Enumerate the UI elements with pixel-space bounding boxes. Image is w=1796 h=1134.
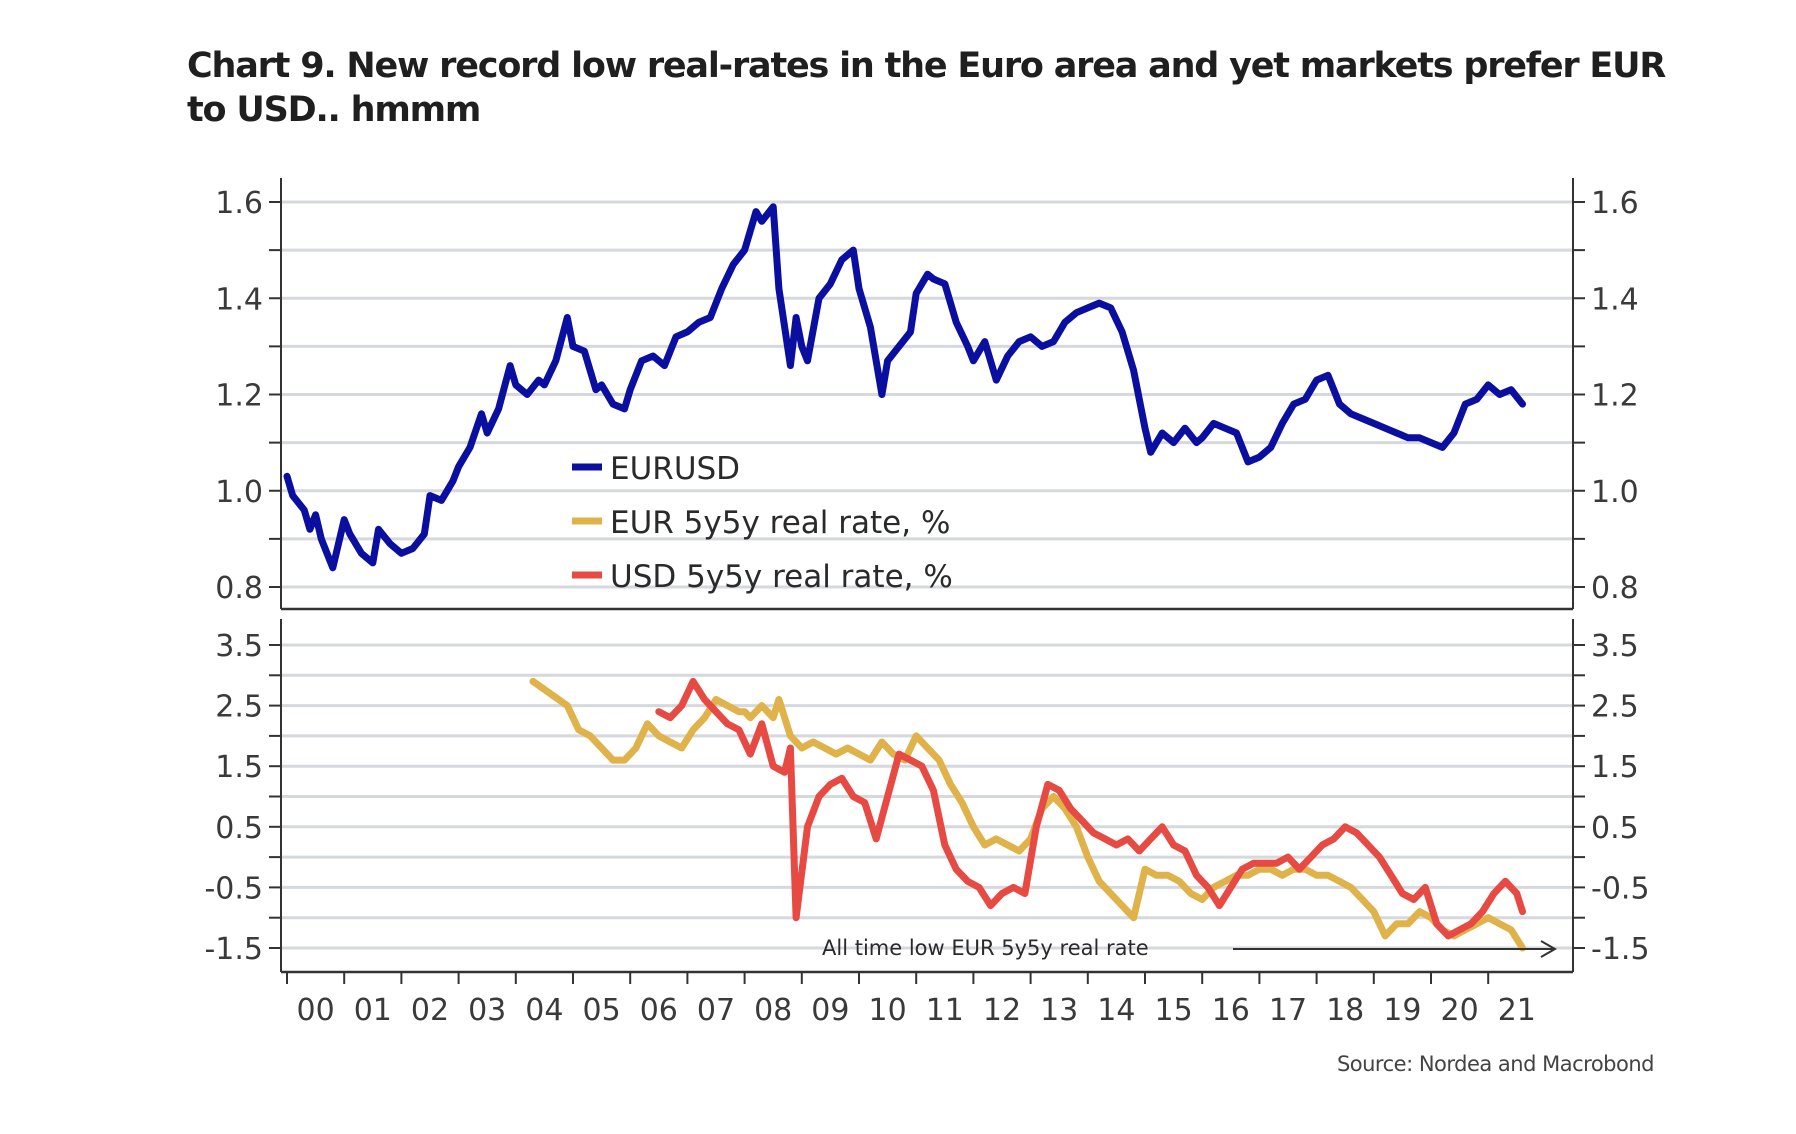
y-tick-label-right: -0.5: [1591, 871, 1650, 906]
y-tick-label-right: 0.5: [1591, 811, 1639, 846]
y-tick-label-right: 1.0: [1591, 475, 1639, 510]
series-line-eurusd: [283, 203, 1526, 572]
y-tick-label-left: 1.2: [215, 379, 263, 414]
series-lines: [283, 203, 1526, 952]
y-tick-label-left: 1.5: [215, 750, 263, 785]
y-tick-label-left: 1.6: [215, 186, 263, 221]
bottom-panel-grid: [281, 643, 1573, 950]
source-note: Source: Nordea and Macrobond: [1336, 1052, 1655, 1076]
x-tick-label: 01: [354, 993, 392, 1028]
chart-title: Chart 9. New record low real-rates in th…: [187, 46, 1666, 130]
x-tick-label: 07: [697, 993, 735, 1028]
x-tick-label: 08: [754, 993, 792, 1028]
y-tick-label-left: 0.5: [215, 811, 263, 846]
x-tick-label: 13: [1040, 993, 1078, 1028]
y-tick-label-left: -0.5: [204, 871, 263, 906]
legend-label: EUR 5y5y real rate, %: [610, 505, 950, 541]
legend-label: EURUSD: [610, 451, 740, 487]
annotation-text: All time low EUR 5y5y real rate: [822, 936, 1149, 960]
y-tick-label-right: 0.8: [1591, 571, 1639, 606]
series-line-usd-5y5y-real-rate-: [655, 677, 1526, 940]
top-panel-grid: [281, 200, 1573, 589]
y-tick-label-left: -1.5: [204, 932, 263, 967]
series-line-eur-5y5y-real-rate-: [529, 677, 1526, 952]
y-tick-label-left: 2.5: [215, 690, 263, 725]
panel-frames: [269, 178, 1585, 974]
y-tick-label-right: 3.5: [1591, 629, 1639, 664]
arrow-head-icon: [1540, 940, 1558, 958]
y-tick-label-left: 3.5: [215, 629, 263, 664]
x-tick-label: 04: [525, 993, 563, 1028]
x-tick-label: 00: [297, 993, 335, 1028]
y-tick-label-left: 0.8: [215, 571, 263, 606]
y-tick-label-right: 1.5: [1591, 750, 1639, 785]
x-tick-label: 14: [1097, 993, 1135, 1028]
y-tick-label-right: 1.4: [1591, 282, 1639, 317]
x-tick-label: 10: [869, 993, 907, 1028]
x-tick-label: 17: [1269, 993, 1307, 1028]
x-tick-label: 09: [811, 993, 849, 1028]
x-tick-label: 18: [1326, 993, 1364, 1028]
y-tick-label-right: -1.5: [1591, 932, 1650, 967]
x-tick-label: 16: [1212, 993, 1250, 1028]
y-tick-label-left: 1.0: [215, 475, 263, 510]
legend: EURUSD EUR 5y5y real rate, % USD 5y5y real…: [572, 451, 953, 595]
x-tick-label: 12: [983, 993, 1021, 1028]
x-axis: 00 01 02 03 04 05 06 07 08 09 10 11 12 13 14 15 16 17 18 19…: [286, 972, 1536, 1028]
x-tick-label: 06: [640, 993, 678, 1028]
y-tick-label-right: 1.2: [1591, 379, 1639, 414]
x-tick-label: 05: [583, 993, 621, 1028]
legend-label: USD 5y5y real rate, %: [610, 559, 953, 595]
x-tick-label: 20: [1441, 993, 1479, 1028]
x-tick-label: 11: [926, 993, 964, 1028]
x-tick-label: 15: [1155, 993, 1193, 1028]
y-axis-labels: 0.8 0.8 1.0 1.0 1.2 1.2 1.4 1.4 1.6 1.6 -1.5 -1.5 -0…: [204, 186, 1649, 967]
x-tick-label: 19: [1383, 993, 1421, 1028]
y-tick-label-right: 1.6: [1591, 186, 1639, 221]
y-tick-label-left: 1.4: [215, 282, 263, 317]
y-tick-label-right: 2.5: [1591, 690, 1639, 725]
annotation: All time low EUR 5y5y real rate: [822, 936, 1558, 960]
x-tick-label: 03: [468, 993, 506, 1028]
x-tick-label: 21: [1498, 993, 1536, 1028]
x-tick-label: 02: [411, 993, 449, 1028]
